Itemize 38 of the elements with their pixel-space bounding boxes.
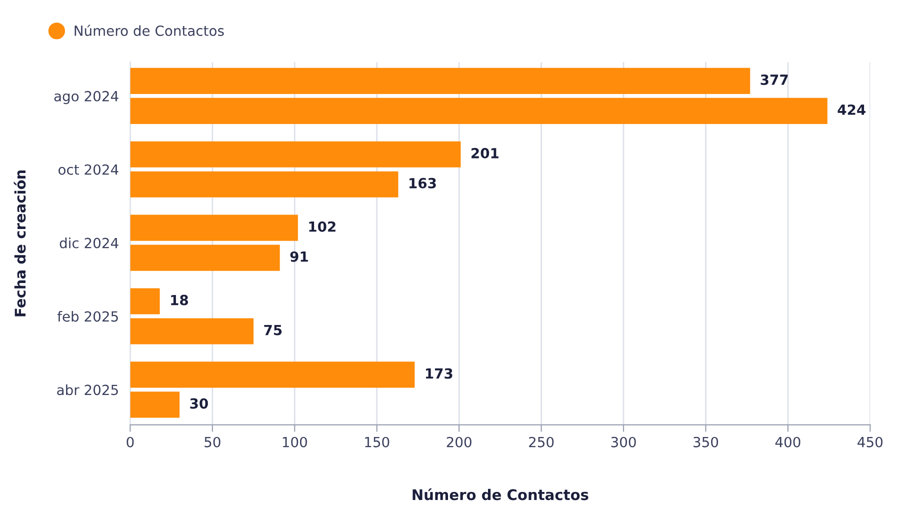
x-tick-label: 450 [858, 436, 882, 448]
bar [130, 214, 298, 241]
y-tick-label: feb 2025 [57, 310, 118, 322]
x-tick-label: 50 [204, 436, 220, 448]
x-tick-label: 250 [529, 436, 554, 448]
x-tick-label: 0 [126, 436, 134, 448]
data-label: 424 [838, 104, 866, 115]
x-tick-label: 100 [282, 436, 307, 448]
bar [130, 288, 160, 314]
x-tick-label: 200 [446, 436, 472, 448]
y-tick-label: oct 2024 [58, 164, 118, 175]
bar [130, 141, 461, 168]
x-axis-title: Número de Contactos [412, 488, 588, 500]
data-label: 377 [760, 74, 788, 85]
data-label: 18 [171, 294, 188, 306]
y-axis-title: Fecha de creación [14, 170, 26, 316]
data-label: 163 [410, 178, 436, 188]
y-tick-label: dic 2024 [60, 238, 118, 248]
x-tick-label: 350 [694, 436, 718, 448]
y-tick-label: abr 2025 [57, 384, 118, 396]
bar [130, 244, 280, 271]
bar [130, 171, 398, 198]
data-label: 30 [190, 398, 208, 409]
data-label: 75 [264, 324, 282, 336]
data-label: 102 [309, 221, 336, 232]
data-label: 91 [290, 251, 308, 262]
data-label: 201 [472, 148, 498, 158]
bar [130, 362, 415, 388]
y-tick-label: ago 2024 [54, 90, 118, 104]
x-tick-label: 400 [775, 436, 800, 448]
bar [130, 68, 750, 94]
x-tick-label: 300 [611, 436, 636, 448]
bar [130, 98, 828, 124]
data-label: 173 [426, 368, 452, 379]
x-tick-label: 150 [365, 436, 390, 448]
legend-label: Número de Contactos [74, 24, 224, 36]
bar [130, 392, 180, 418]
bar [130, 318, 254, 344]
